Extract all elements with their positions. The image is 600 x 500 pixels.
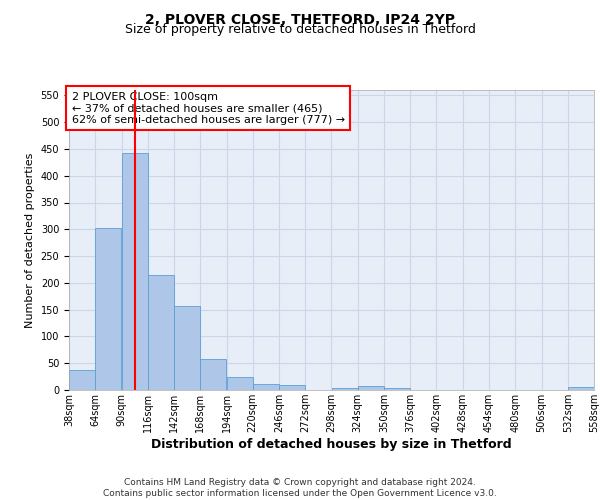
Bar: [69, 370, 95, 390]
Bar: [122, 152, 148, 390]
Text: Contains HM Land Registry data © Crown copyright and database right 2024.
Contai: Contains HM Land Registry data © Crown c…: [103, 478, 497, 498]
Bar: [95, 228, 121, 390]
Text: Size of property relative to detached houses in Thetford: Size of property relative to detached ho…: [125, 24, 475, 36]
Bar: [332, 388, 358, 390]
Bar: [148, 275, 174, 390]
Bar: [384, 388, 410, 390]
Bar: [568, 388, 594, 390]
Bar: [174, 306, 200, 390]
Bar: [200, 359, 226, 390]
Bar: [279, 385, 305, 390]
Bar: [358, 386, 384, 390]
Y-axis label: Number of detached properties: Number of detached properties: [25, 152, 35, 328]
Text: 2, PLOVER CLOSE, THETFORD, IP24 2YP: 2, PLOVER CLOSE, THETFORD, IP24 2YP: [145, 12, 455, 26]
X-axis label: Distribution of detached houses by size in Thetford: Distribution of detached houses by size …: [151, 438, 512, 451]
Text: 2 PLOVER CLOSE: 100sqm
← 37% of detached houses are smaller (465)
62% of semi-de: 2 PLOVER CLOSE: 100sqm ← 37% of detached…: [71, 92, 345, 124]
Bar: [253, 384, 279, 390]
Bar: [227, 376, 253, 390]
